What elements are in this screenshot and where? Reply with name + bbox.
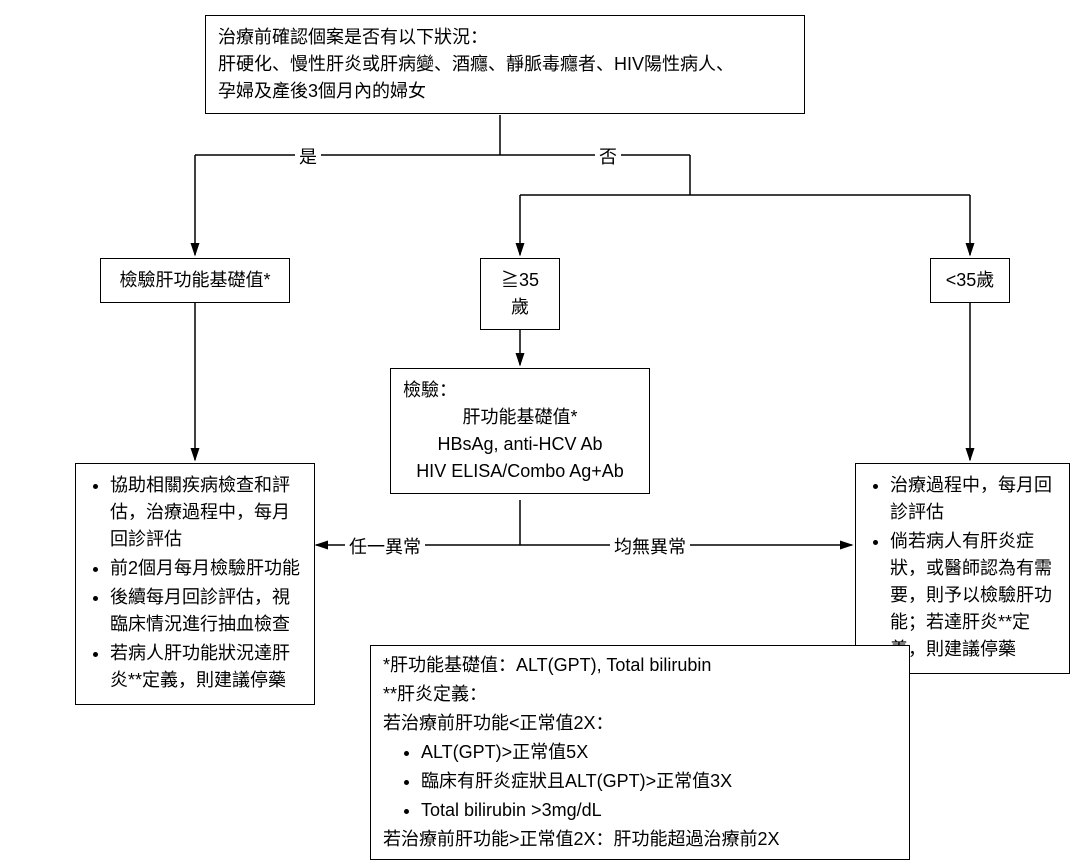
footnote-b1: ALT(GPT)>正常值5X (421, 739, 897, 766)
mid2-line4: HIV ELISA/Combo Ag+Ab (403, 458, 637, 485)
node-mid2: 檢驗： 肝功能基礎值* HBsAg, anti-HCV Ab HIV ELISA… (390, 368, 650, 494)
footnote-l1: *肝功能基礎值：ALT(GPT), Total bilirubin (383, 652, 897, 679)
edge-no: 否 (595, 143, 621, 169)
left2-b2: 前2個月每月檢驗肝功能 (110, 555, 302, 582)
root-line1: 治療前確認個案是否有以下狀況： (218, 24, 792, 51)
footnote-b3: Total bilirubin >3mg/dL (421, 797, 897, 824)
node-left1: 檢驗肝功能基礎值* (100, 258, 290, 303)
left2-b3: 後續每月回診評估，視臨床情況進行抽血檢查 (110, 584, 302, 638)
node-mid1: ≧35歲 (480, 258, 560, 330)
footnote-l4: 若治療前肝功能>正常值2X：肝功能超過治療前2X (383, 826, 897, 853)
root-line2: 肝硬化、慢性肝炎或肝病變、酒癮、靜脈毒癮者、HIV陽性病人、 (218, 51, 792, 78)
mid2-line3: HBsAg, anti-HCV Ab (403, 431, 637, 458)
mid2-line1: 檢驗： (403, 377, 637, 404)
edge-yes: 是 (295, 143, 321, 169)
node-right2: 治療過程中，每月回診評估 倘若病人有肝炎症狀，或醫師認為有需要，則予以檢驗肝功能… (855, 463, 1070, 674)
node-left2: 協助相關疾病檢查和評估，治療過程中，每月回診評估 前2個月每月檢驗肝功能 後續每… (75, 463, 315, 705)
mid2-line2: 肝功能基礎值* (403, 404, 637, 431)
edge-normal: 均無異常 (610, 533, 690, 559)
footnote-b2: 臨床有肝炎症狀且ALT(GPT)>正常值3X (421, 768, 897, 795)
left2-b1: 協助相關疾病檢查和評估，治療過程中，每月回診評估 (110, 472, 302, 553)
left2-b4: 若病人肝功能狀況達肝炎**定義，則建議停藥 (110, 640, 302, 694)
node-right1: <35歲 (930, 258, 1010, 303)
right2-b2: 倘若病人有肝炎症狀，或醫師認為有需要，則予以檢驗肝功能；若達肝炎**定義，則建議… (890, 528, 1057, 663)
node-footnote: *肝功能基礎值：ALT(GPT), Total bilirubin **肝炎定義… (370, 645, 910, 860)
node-root: 治療前確認個案是否有以下狀況： 肝硬化、慢性肝炎或肝病變、酒癮、靜脈毒癮者、HI… (205, 15, 805, 114)
right2-b1: 治療過程中，每月回診評估 (890, 472, 1057, 526)
edge-abnormal: 任一異常 (345, 533, 425, 559)
root-line3: 孕婦及產後3個月內的婦女 (218, 78, 792, 105)
footnote-l3: 若治療前肝功能<正常值2X： (383, 710, 897, 737)
footnote-l2: **肝炎定義： (383, 681, 897, 708)
